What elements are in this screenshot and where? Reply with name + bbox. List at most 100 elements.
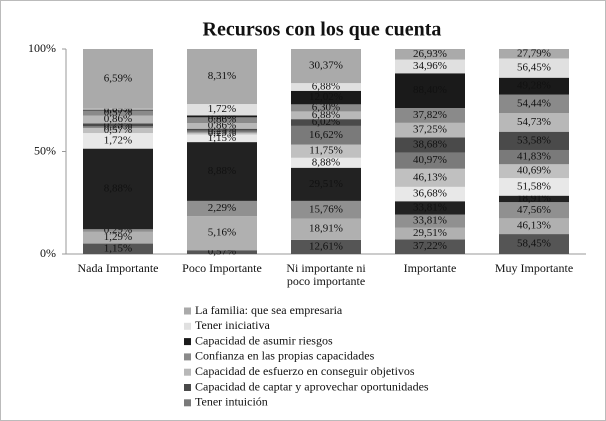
bar-segment — [187, 130, 257, 133]
bar-segment — [499, 131, 569, 150]
bar-segment — [291, 239, 361, 254]
x-tick-label: Nada Importante — [77, 262, 159, 275]
data-label: 12,02% — [309, 91, 343, 103]
data-label: 6,30% — [312, 101, 340, 113]
bar-segment — [291, 49, 361, 84]
bar-segment — [83, 148, 153, 230]
bar-segment — [499, 113, 569, 132]
data-label: 34,96% — [413, 60, 447, 72]
bar-segment — [187, 117, 257, 124]
data-label: 11,75% — [309, 145, 343, 157]
legend-swatch — [184, 338, 191, 346]
data-label: 1,15% — [208, 132, 236, 144]
data-label: 27,79% — [517, 47, 551, 59]
data-label: 29,51% — [309, 178, 343, 190]
bar-segment — [395, 239, 465, 254]
bar-segment — [83, 127, 153, 134]
bar-segment — [499, 49, 569, 59]
data-label: 6,88% — [312, 81, 340, 93]
data-label: 49,28% — [517, 80, 551, 92]
bar-segment — [83, 109, 153, 111]
data-label: 5,16% — [208, 227, 236, 239]
bar-segment — [187, 142, 257, 201]
bar-segment — [499, 77, 569, 95]
data-label: 37,25% — [413, 124, 447, 136]
bar-segment — [187, 250, 257, 254]
bar-segment — [187, 132, 257, 135]
x-tick-label-box: Nada Importante — [77, 262, 159, 275]
data-label: 37,22% — [413, 240, 447, 252]
data-label: 54,73% — [517, 116, 551, 128]
data-label: 26,93% — [413, 48, 447, 60]
bar-segment — [291, 125, 361, 145]
bar-segment — [83, 49, 153, 109]
bar-segment — [83, 123, 153, 127]
data-label: 1,72% — [104, 134, 132, 146]
legend-label: Tener intuición — [195, 395, 268, 409]
bar-segment — [395, 227, 465, 240]
bar-segment — [499, 58, 569, 78]
bar-segment — [499, 149, 569, 165]
data-label: 8,88% — [104, 182, 132, 194]
bar-segment — [187, 128, 257, 131]
bar-segment — [499, 234, 569, 254]
data-label: 56,45% — [517, 62, 551, 74]
x-tick-label-box: Poco Importante — [182, 262, 262, 275]
bar-segment — [395, 137, 465, 153]
legend-label: Capacidad de asumir riesgos — [195, 333, 333, 347]
bar-segment — [395, 73, 465, 109]
bar-segment — [83, 231, 153, 244]
bar-segment — [187, 123, 257, 129]
bar-segment — [395, 59, 465, 74]
bar-segment — [499, 202, 569, 219]
x-tick-label-box: Ni importante ni poco importante — [286, 262, 366, 288]
data-label: 40,97% — [413, 154, 447, 166]
data-label: 30,37% — [309, 60, 343, 72]
legend-swatch — [184, 399, 191, 407]
bar-segment — [83, 108, 153, 110]
data-label: 8,88% — [208, 165, 236, 177]
data-label: 38,68% — [413, 139, 447, 151]
data-label: 36,68% — [413, 188, 447, 200]
bar-segment — [395, 168, 465, 187]
bar-segment — [291, 104, 361, 112]
legend-swatch — [184, 322, 191, 330]
legend-label: La familia: que sea empresaria — [195, 303, 343, 317]
bar-segment — [291, 83, 361, 91]
y-tick-label: 0% — [40, 246, 56, 260]
data-label: 15,76% — [309, 203, 343, 215]
bar-segment — [83, 229, 153, 232]
x-tick-label: Ni importante ni poco importante — [286, 262, 366, 288]
data-label: 18,91% — [309, 223, 343, 235]
bar-segment — [395, 186, 465, 202]
bar-segment — [291, 218, 361, 240]
bar-segment — [187, 216, 257, 251]
data-label: 53,58% — [517, 134, 551, 146]
chart-title: Recursos con los que cuenta — [203, 19, 442, 41]
legend-label: Capacidad de esfuerzo en conseguir objet… — [195, 364, 415, 378]
data-label: 16,62% — [309, 129, 343, 141]
bar-segment — [291, 111, 361, 120]
x-tick-label: Importante — [403, 262, 457, 275]
legend-swatch — [184, 384, 191, 391]
data-label: 6,88% — [312, 109, 340, 121]
x-tick-label-box: Muy Importante — [495, 262, 573, 275]
bar-segment — [291, 119, 361, 126]
data-label: 6,59% — [104, 72, 132, 84]
bar-segment — [187, 115, 257, 118]
data-label: 33,81% — [413, 215, 447, 227]
data-label: 46,13% — [517, 220, 551, 232]
bar-segment — [83, 243, 153, 254]
data-label: 0,86% — [104, 113, 132, 125]
bar-segment — [187, 104, 257, 116]
bar-segment — [395, 108, 465, 123]
data-label: 40,69% — [517, 165, 551, 177]
legend-label: Tener iniciativa — [195, 318, 270, 332]
data-label: 51,58% — [517, 180, 551, 192]
bar-segment — [187, 200, 257, 217]
x-tick-label-box: Importante — [403, 262, 457, 275]
bar-segment — [499, 218, 569, 235]
bar-segment — [187, 49, 257, 105]
data-label: 12,61% — [309, 240, 343, 252]
